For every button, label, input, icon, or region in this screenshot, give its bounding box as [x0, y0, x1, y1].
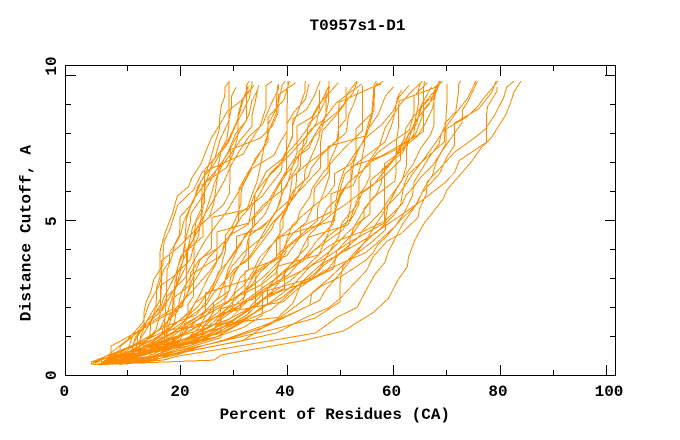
svg-text:T0957s1-D1: T0957s1-D1 — [309, 17, 405, 35]
svg-text:5: 5 — [43, 216, 61, 226]
svg-text:60: 60 — [382, 383, 401, 401]
svg-text:10: 10 — [43, 56, 61, 75]
svg-text:Distance Cutoff, A: Distance Cutoff, A — [18, 145, 36, 322]
svg-text:0: 0 — [43, 370, 61, 380]
svg-text:40: 40 — [275, 383, 294, 401]
svg-text:20: 20 — [170, 383, 189, 401]
svg-text:0: 0 — [59, 383, 69, 401]
svg-text:100: 100 — [595, 383, 624, 401]
svg-text:Percent of Residues (CA): Percent of Residues (CA) — [220, 406, 450, 424]
svg-text:80: 80 — [488, 383, 507, 401]
